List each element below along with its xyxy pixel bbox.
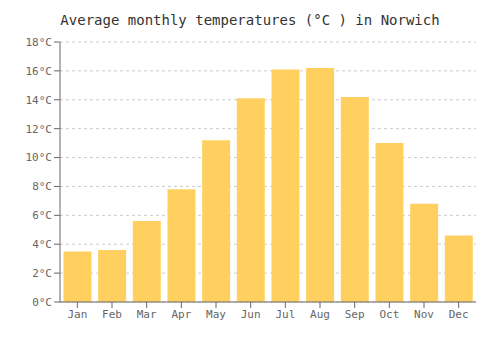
svg-text:6°C: 6°C <box>32 209 52 222</box>
html-text:Average monthly temperatures (: Average monthly temperatures (°C ) in No… <box>60 12 440 28</box>
svg-text:Apr: Apr <box>171 308 191 321</box>
svg-text:18°C: 18°C <box>26 36 53 49</box>
svg-text:Nov: Nov <box>414 308 434 321</box>
svg-text:8°C: 8°C <box>32 180 52 193</box>
svg-text:Oct: Oct <box>379 308 399 321</box>
svg-text:Dec: Dec <box>449 308 469 321</box>
svg-text:Jan: Jan <box>67 308 87 321</box>
svg-text:4°C: 4°C <box>32 238 52 251</box>
svg-text:14°C: 14°C <box>26 94 53 107</box>
svg-text:Mar: Mar <box>137 308 157 321</box>
svg-text:16°C: 16°C <box>26 65 53 78</box>
svg-text:Feb: Feb <box>102 308 122 321</box>
svg-text:2°C: 2°C <box>32 267 52 280</box>
svg-text:Jul: Jul <box>275 308 295 321</box>
svg-text:10°C: 10°C <box>26 151 53 164</box>
svg-text:Sep: Sep <box>345 308 365 321</box>
svg-text:12°C: 12°C <box>26 123 53 136</box>
svg-text:Aug: Aug <box>310 308 330 321</box>
svg-text:Jun: Jun <box>241 308 261 321</box>
svg-text:0°C: 0°C <box>32 296 52 309</box>
svg-text:May: May <box>206 308 226 321</box>
